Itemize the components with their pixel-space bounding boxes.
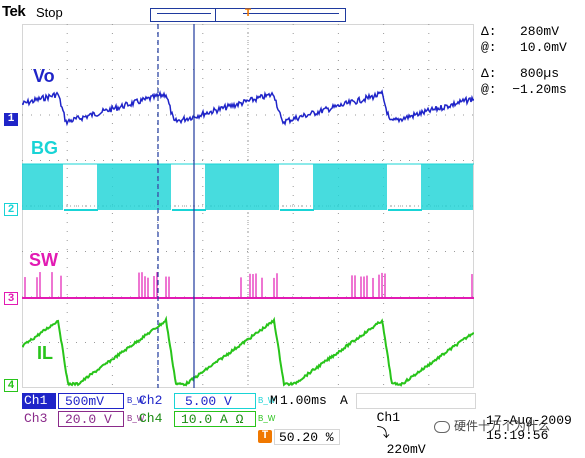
cursor-time-delta: Δ: 800µs [481, 66, 560, 81]
ch1-name-badge[interactable]: Ch1 [22, 393, 56, 409]
ch3-bandwidth-icon: B_W [127, 414, 145, 423]
cursor-time-position: @: −1.20ms [481, 82, 567, 97]
ch3-name-badge[interactable]: Ch3 [24, 411, 48, 426]
ch1-bandwidth-icon: B_W [127, 396, 145, 405]
ch4-name-badge[interactable]: Ch4 [139, 411, 163, 426]
wechat-icon [434, 420, 450, 433]
record-bar-segment-left [157, 13, 211, 14]
ch4-bandwidth-icon: B_W [258, 414, 276, 423]
channel-3-ground-marker[interactable]: 3 [4, 292, 18, 305]
trigger-position-marker: T [244, 8, 252, 20]
waveform-graticule [22, 24, 474, 388]
cursor-voltage-delta: Δ: 280mV [481, 24, 560, 39]
ch2-bandwidth-icon: B_W [258, 396, 276, 405]
cursor-voltage-position: @: 10.0mV [481, 40, 567, 55]
channel-4-ground-marker[interactable]: 4 [4, 379, 18, 392]
trigger-level: 220mV [386, 442, 426, 457]
watermark: 硬件十万个为什么 [434, 417, 550, 434]
record-bar-segment-right [243, 13, 339, 14]
channel-2-label: BG [31, 138, 58, 158]
ch4-scale-readout[interactable]: 10.0 A Ω [174, 411, 256, 427]
trigger-position-icon: T [258, 430, 272, 443]
channel-1-label: Vo [33, 66, 55, 86]
record-position-bar [150, 8, 346, 22]
ch1-scale-readout[interactable]: 500mV [58, 393, 124, 409]
ch2-scale-readout[interactable]: 5.00 V [174, 393, 256, 409]
ch2-name-badge[interactable]: Ch2 [139, 393, 163, 408]
ch1-vo-trace [22, 89, 474, 127]
capture-date: 17-Aug-2009 [486, 413, 572, 428]
ch4-il-trace [22, 315, 474, 387]
timebase-readout[interactable]: 1.00ms [280, 393, 327, 408]
channel-4-label: IL [37, 343, 53, 363]
channel-1-ground-marker[interactable]: 1 [4, 113, 18, 126]
trigger-settings-box[interactable]: Ch1 ⤵ 220mV [356, 393, 476, 457]
brand-logo: Tek [2, 3, 26, 20]
capture-time: 15:19:56 [486, 428, 549, 443]
trigger-position-readout[interactable]: 50.20 % [274, 429, 340, 445]
record-bar-window [215, 9, 240, 21]
trigger-mode: A [340, 393, 348, 408]
acquisition-status: Stop [36, 5, 63, 20]
channel-2-ground-marker[interactable]: 2 [4, 203, 18, 216]
trigger-source: Ch1 [376, 410, 401, 425]
channel-3-label: SW [29, 250, 58, 270]
timebase-prefix: M [270, 393, 278, 408]
watermark-text: 硬件十万个为什么 [454, 419, 551, 433]
trigger-slope-icon: ⤵ [376, 426, 390, 441]
ch3-scale-readout[interactable]: 20.0 V [58, 411, 124, 427]
